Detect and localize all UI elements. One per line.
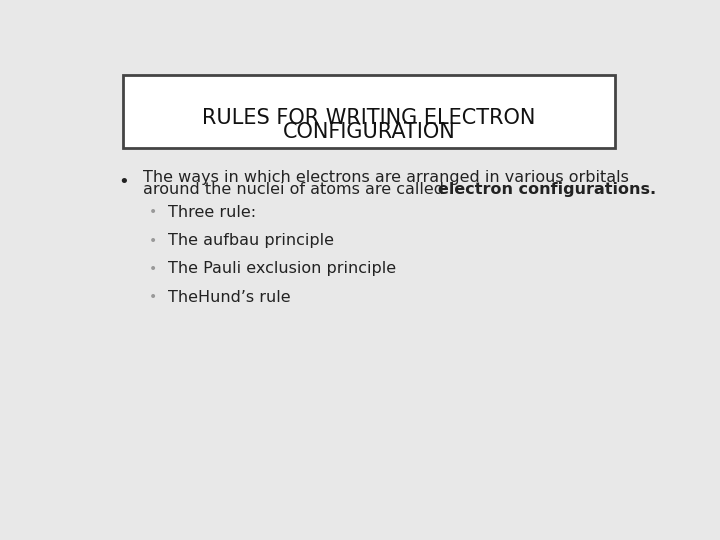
- Text: •: •: [148, 205, 157, 219]
- Text: Three rule:: Three rule:: [168, 205, 256, 220]
- Text: The ways in which electrons are arranged in various orbitals: The ways in which electrons are arranged…: [143, 170, 629, 185]
- Text: •: •: [148, 234, 157, 248]
- FancyBboxPatch shape: [124, 75, 615, 148]
- Text: TheHund’s rule: TheHund’s rule: [168, 290, 291, 305]
- Text: •: •: [118, 173, 129, 191]
- Text: The Pauli exclusion principle: The Pauli exclusion principle: [168, 261, 396, 276]
- Text: The aufbau principle: The aufbau principle: [168, 233, 334, 248]
- Text: •: •: [148, 290, 157, 304]
- Text: •: •: [148, 262, 157, 276]
- Text: CONFIGURATION: CONFIGURATION: [283, 122, 455, 142]
- Text: electron configurations.: electron configurations.: [438, 182, 656, 197]
- Text: around the nuclei of atoms are called: around the nuclei of atoms are called: [143, 182, 449, 197]
- Text: RULES FOR WRITING ELECTRON: RULES FOR WRITING ELECTRON: [202, 109, 536, 129]
